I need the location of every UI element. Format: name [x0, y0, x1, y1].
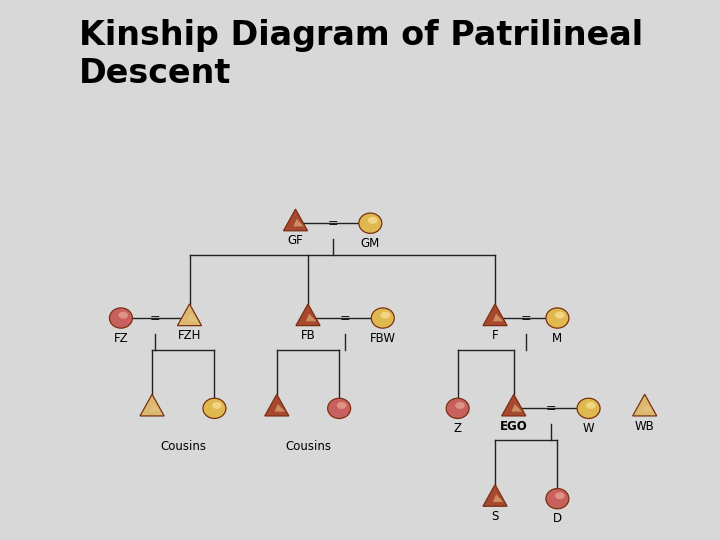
Ellipse shape	[372, 308, 395, 328]
Text: M: M	[552, 332, 562, 345]
Text: =: =	[340, 312, 351, 325]
Text: FZ: FZ	[114, 332, 128, 345]
Ellipse shape	[368, 217, 377, 224]
Ellipse shape	[555, 312, 564, 319]
Polygon shape	[633, 394, 657, 416]
Polygon shape	[483, 304, 507, 326]
Polygon shape	[296, 304, 320, 326]
Ellipse shape	[359, 213, 382, 233]
Ellipse shape	[555, 492, 564, 500]
Ellipse shape	[577, 398, 600, 419]
Polygon shape	[284, 209, 307, 231]
Ellipse shape	[446, 398, 469, 419]
Text: D: D	[553, 512, 562, 525]
Ellipse shape	[586, 402, 595, 409]
Text: =: =	[546, 402, 557, 415]
Ellipse shape	[546, 489, 569, 509]
Text: Kinship Diagram of Patrilineal
Descent: Kinship Diagram of Patrilineal Descent	[78, 19, 643, 90]
Ellipse shape	[380, 312, 390, 319]
Polygon shape	[150, 404, 161, 411]
Ellipse shape	[546, 308, 569, 328]
Text: GF: GF	[287, 234, 303, 247]
Text: =: =	[521, 312, 531, 325]
Ellipse shape	[455, 402, 465, 409]
Ellipse shape	[119, 312, 128, 319]
Polygon shape	[293, 219, 304, 226]
Text: W: W	[582, 422, 595, 435]
Ellipse shape	[337, 402, 346, 409]
Text: S: S	[491, 510, 499, 523]
Polygon shape	[642, 404, 653, 411]
Polygon shape	[502, 394, 526, 416]
Text: F: F	[492, 329, 498, 342]
Polygon shape	[187, 314, 198, 321]
Ellipse shape	[203, 398, 226, 419]
Text: Z: Z	[454, 422, 462, 435]
Polygon shape	[265, 394, 289, 416]
Text: FBW: FBW	[370, 332, 396, 345]
Polygon shape	[177, 304, 202, 326]
Ellipse shape	[109, 308, 132, 328]
Text: WB: WB	[635, 420, 654, 433]
Text: FB: FB	[301, 329, 315, 342]
Polygon shape	[483, 484, 507, 507]
Ellipse shape	[328, 398, 351, 419]
Text: EGO: EGO	[500, 420, 528, 433]
Text: FZH: FZH	[178, 329, 201, 342]
Polygon shape	[493, 494, 503, 502]
Polygon shape	[493, 314, 503, 321]
Text: Cousins: Cousins	[161, 440, 206, 453]
Text: =: =	[328, 217, 338, 230]
Polygon shape	[511, 404, 522, 411]
Polygon shape	[274, 404, 285, 411]
Text: =: =	[150, 312, 161, 325]
Polygon shape	[306, 314, 316, 321]
Ellipse shape	[212, 402, 222, 409]
Text: Cousins: Cousins	[285, 440, 331, 453]
Text: GM: GM	[361, 237, 380, 250]
Polygon shape	[140, 394, 164, 416]
